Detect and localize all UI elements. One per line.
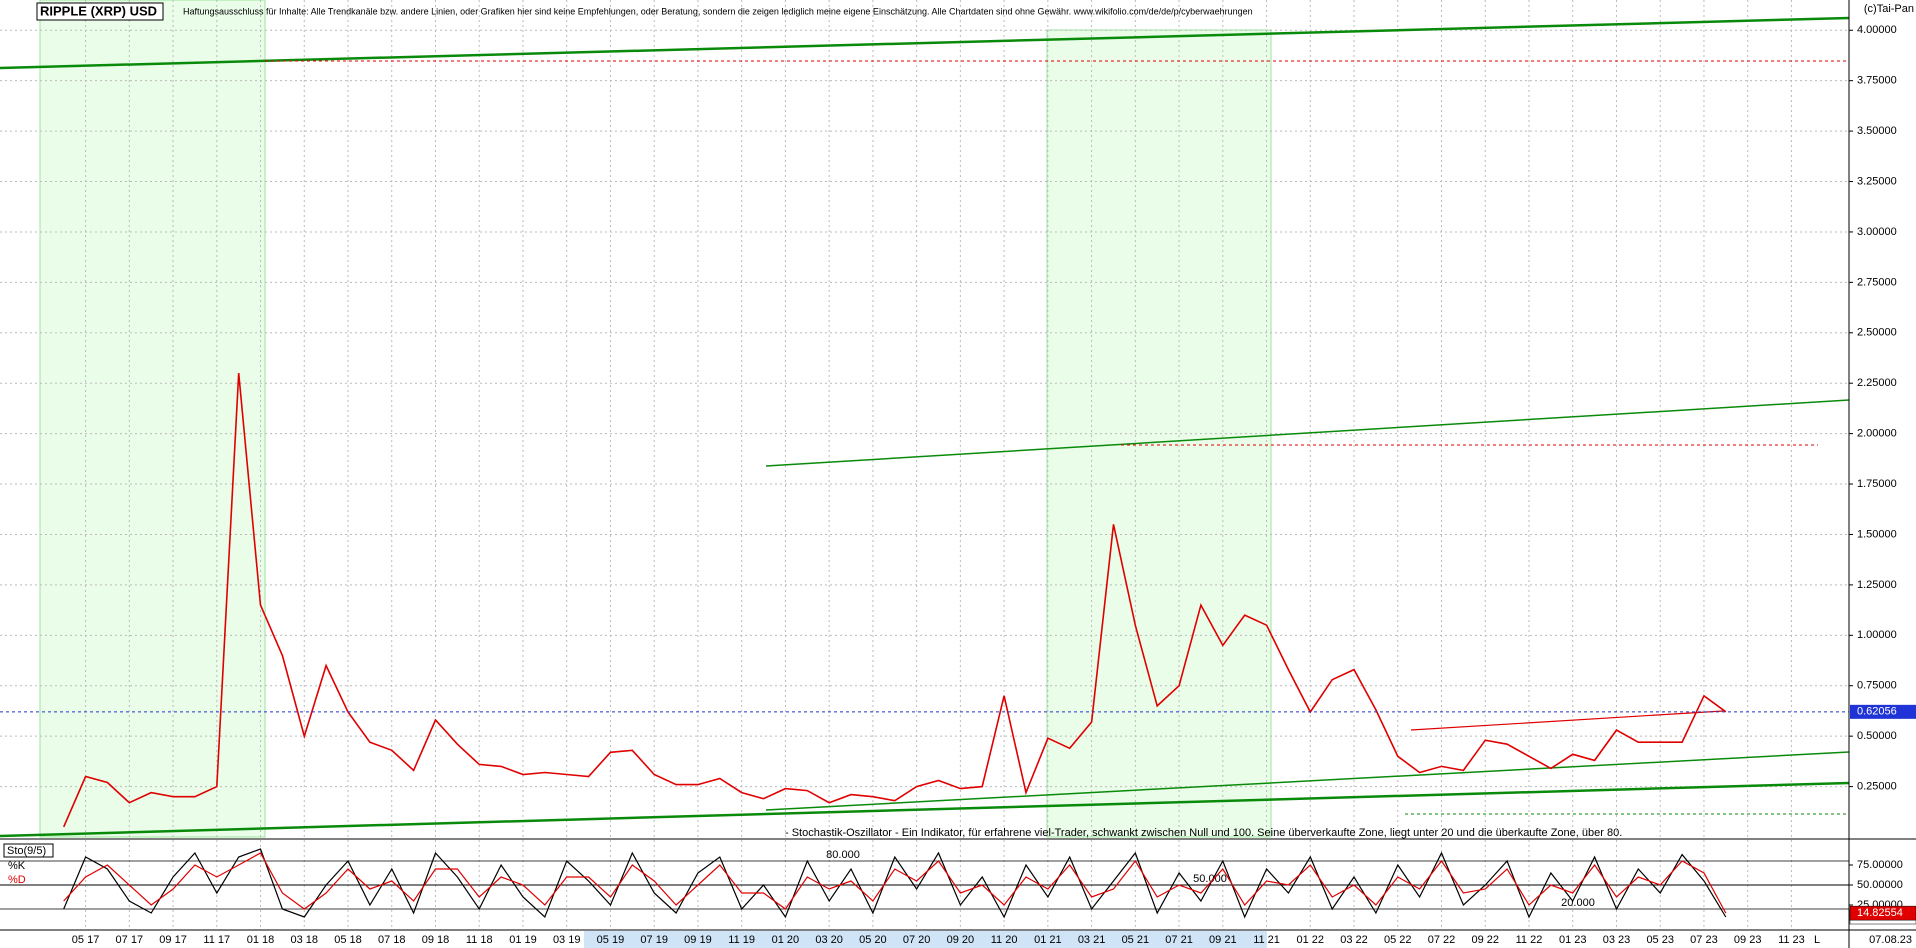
x-tick-label: 05 17 [72, 934, 100, 946]
price-line [62, 373, 1727, 828]
x-tick-label: 11 18 [466, 934, 493, 946]
y-tick-label: 1.50000 [1857, 528, 1897, 540]
x-tick-label: 03 23 [1603, 934, 1631, 946]
y-tick-label: 1.00000 [1857, 629, 1897, 641]
x-tick-label: 07 19 [640, 934, 668, 946]
x-tick-label: 07 22 [1428, 934, 1456, 946]
x-tick-label: 05 20 [859, 934, 887, 946]
last-price-box [1850, 704, 1916, 719]
x-tick-label: 07 18 [378, 934, 406, 946]
x-tick-label: 09 21 [1209, 934, 1237, 946]
x-tick-label: 05 23 [1646, 934, 1674, 946]
y-tick-label: 3.75000 [1857, 75, 1897, 87]
legend-label: %K [8, 860, 26, 872]
y-tick-label: 2.25000 [1857, 377, 1897, 389]
title-box [36, 2, 164, 21]
trend-line [0, 16, 1850, 70]
x-tick-label: 05 18 [334, 934, 362, 946]
y-tick-label: 3.50000 [1857, 125, 1897, 137]
stochastic-line [63, 848, 1727, 919]
grid [0, 0, 1849, 930]
highlight-zone [1046, 29, 1272, 838]
x-tick-label: 05 19 [597, 934, 625, 946]
x-tick-label: 01 20 [772, 934, 800, 946]
y-tick-label: 1.25000 [1857, 579, 1897, 591]
x-tick-label: 09 19 [684, 934, 712, 946]
x-tick-label: 09 18 [422, 934, 450, 946]
last-value-label: 14.82554 [1857, 907, 1903, 919]
x-tick-label: 11 23 [1778, 934, 1805, 946]
indicator-box [3, 843, 54, 858]
y-tick-label: 0.25000 [1857, 780, 1897, 792]
x-tick-label: 09 23 [1734, 934, 1762, 946]
y-tick-label: 50.00000 [1857, 879, 1903, 891]
x-tick-label: 03 19 [553, 934, 581, 946]
x-tick-label: 09 22 [1471, 934, 1499, 946]
indicator-title: Sto(9/5) [7, 845, 46, 857]
copyright: (c)Tai-Pan [1864, 3, 1914, 15]
x-tick-label: 03 22 [1340, 934, 1368, 946]
x-tick-label: 01 18 [247, 934, 275, 946]
x-tick-label: 03 20 [815, 934, 843, 946]
x-tick-label: 07 17 [116, 934, 144, 946]
axis-highlight [584, 931, 1267, 948]
x-tick-label: 09 17 [159, 934, 187, 946]
last-value-box [1849, 905, 1916, 921]
y-tick-label: 75.00000 [1857, 859, 1903, 871]
y-tick-label: 2.50000 [1857, 327, 1897, 339]
x-tick-label: 03 21 [1078, 934, 1106, 946]
x-tick-label: 11 17 [203, 934, 230, 946]
x-tick-label: 01 19 [509, 934, 537, 946]
chart-title: RIPPLE (XRP) USD [40, 3, 157, 18]
legend-label: %D [8, 874, 26, 886]
x-tick-label: 01 23 [1559, 934, 1587, 946]
y-tick-label: 2.75000 [1857, 276, 1897, 288]
x-tick-label: 07 20 [903, 934, 931, 946]
annotation: - Stochastik-Oszillator - Ein Indikator,… [785, 827, 1622, 839]
x-tick-label: 01 22 [1297, 934, 1325, 946]
trend-line [1410, 710, 1724, 731]
trend-line [765, 399, 1850, 467]
y-tick-label: 3.25000 [1857, 175, 1897, 187]
highlight-zone [39, 0, 266, 838]
level-label: 50.000 [1193, 873, 1227, 885]
y-tick-label: 0.50000 [1857, 730, 1897, 742]
x-tick-label: 09 20 [947, 934, 975, 946]
y-tick-label: 2.00000 [1857, 428, 1897, 440]
x-tick-label: 03 18 [291, 934, 319, 946]
stochastic-line [63, 852, 1727, 914]
date: 07.08.23 [1869, 934, 1912, 946]
disclaimer: Haftungsausschluss für Inhalte: Alle Tre… [183, 6, 1253, 16]
x-tick-label: 05 21 [1122, 934, 1150, 946]
level-label: 20.000 [1561, 897, 1595, 909]
x-tick-label: 01 21 [1034, 934, 1062, 946]
trend-line [765, 751, 1850, 811]
scale-mode: L [1814, 934, 1820, 946]
x-tick-label: 05 22 [1384, 934, 1412, 946]
y-tick-label: 0.75000 [1857, 680, 1897, 692]
x-tick-label: 11 21 [1253, 934, 1280, 946]
last-price-label: 0.62056 [1857, 706, 1897, 718]
y-tick-label: 4.00000 [1857, 24, 1897, 36]
level-label: 80.000 [826, 849, 860, 861]
x-tick-label: 11 22 [1516, 934, 1543, 946]
y-tick-label: 1.75000 [1857, 478, 1897, 490]
y-tick-label: 3.00000 [1857, 226, 1897, 238]
x-tick-label: 07 23 [1690, 934, 1718, 946]
trend-line [0, 781, 1850, 838]
x-tick-label: 11 20 [991, 934, 1018, 946]
x-tick-label: 11 19 [728, 934, 755, 946]
x-tick-label: 07 21 [1165, 934, 1193, 946]
